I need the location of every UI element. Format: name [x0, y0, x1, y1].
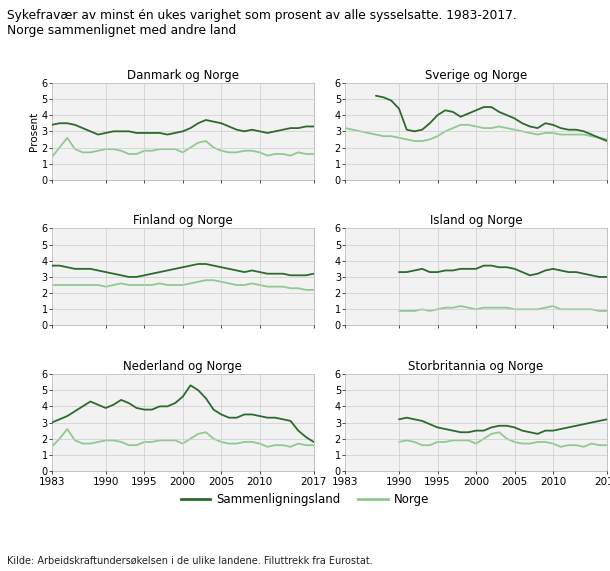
- Title: Sverige og Norge: Sverige og Norge: [425, 69, 527, 82]
- Title: Finland og Norge: Finland og Norge: [133, 214, 232, 227]
- Title: Storbritannia og Norge: Storbritannia og Norge: [409, 360, 544, 373]
- Title: Danmark og Norge: Danmark og Norge: [127, 69, 239, 82]
- Legend: Sammenligningsland, Norge: Sammenligningsland, Norge: [176, 488, 434, 511]
- Text: Sykefravær av minst én ukes varighet som prosent av alle sysselsatte. 1983-2017.: Sykefravær av minst én ukes varighet som…: [7, 9, 517, 22]
- Title: Nederland og Norge: Nederland og Norge: [123, 360, 242, 373]
- Text: Kilde: Arbeidskraftundersøkelsen i de ulike landene. Filuttrekk fra Eurostat.: Kilde: Arbeidskraftundersøkelsen i de ul…: [7, 555, 373, 565]
- Title: Island og Norge: Island og Norge: [429, 214, 522, 227]
- Y-axis label: Prosent: Prosent: [29, 112, 38, 151]
- Text: Norge sammenlignet med andre land: Norge sammenlignet med andre land: [7, 24, 237, 37]
